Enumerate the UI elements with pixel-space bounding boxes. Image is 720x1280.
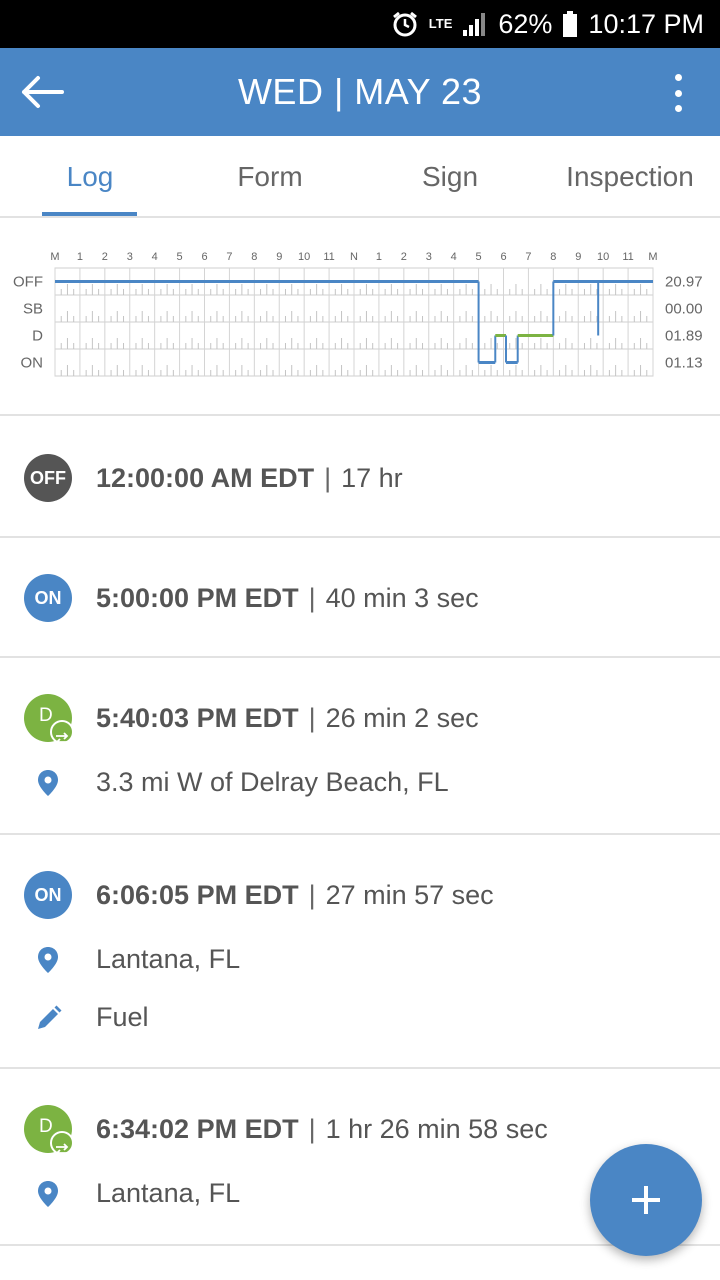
tab-sign[interactable]: Sign [421,161,479,192]
separator: | [308,583,316,613]
chart-tick-label: 4 [451,251,457,263]
signal-icon [462,12,488,36]
chart-tick-label: 1 [376,251,382,263]
tab-log[interactable]: Log [66,161,114,192]
add-event-button[interactable] [590,1144,702,1256]
log-entry[interactable]: ON 6:06:05 PM EDT | 27 min 57 sec Lantana,… [0,835,720,1069]
chart-tick-label: 8 [251,251,257,263]
log-entry-duration: 17 hr [341,463,403,493]
chart-tick-label: 2 [401,251,407,263]
driving-badge: D [24,1105,74,1157]
log-entry[interactable]: D 5:40:03 PM EDT | 26 min 2 sec 3.3 mi W o… [0,658,720,835]
clock: 10:17 PM [588,8,704,39]
chart-status-total: 01.13 [665,355,703,372]
chart-tick-label: 7 [525,251,531,263]
chart-tick-label: 6 [201,251,207,263]
log-entry-summary: 6:34:02 PM EDT | 1 hr 26 min 58 sec [96,1099,548,1159]
menu-dot [674,89,682,97]
tab-inspection[interactable]: Inspection [566,161,694,192]
log-entry-time: 5:00:00 PM EDT [96,583,299,613]
chart-tick-label: 3 [127,251,133,263]
log-entry-location: Lantana, FL [96,1178,241,1208]
chart-status-label: OFF [13,274,43,291]
chart-status-label: SB [23,301,43,318]
log-entry-time: 5:40:03 PM EDT [96,703,299,733]
map-pin-icon [38,947,58,973]
chart-tick-label: 3 [426,251,432,263]
chart-status-total: 00.00 [665,301,703,318]
network-type: LTE [428,16,453,31]
chart-tick-label: 10 [298,251,310,263]
log-entry-summary: 12:00:00 AM EDT | 17 hr [96,448,403,508]
plus-icon [632,1186,660,1214]
overflow-menu-button[interactable] [666,74,690,112]
separator: | [308,880,316,910]
chart-tick-label: 9 [276,251,282,263]
battery-percent: 62% [498,8,553,39]
chart-tick-label: 5 [177,251,183,263]
log-entry-summary: 5:00:00 PM EDT | 40 min 3 sec [96,568,479,628]
arrow-left-icon [22,76,64,108]
log-entry-location: Lantana, FL [96,944,241,974]
log-entry-time: 12:00:00 AM EDT [96,463,315,493]
tab-form[interactable]: Form [237,161,303,192]
chart-tick-label: N [350,251,358,263]
log-entry-note: Fuel [96,1002,149,1032]
on-duty-badge: ON [24,871,72,919]
status-bar: LTE 62% 10:17 PM [0,0,720,48]
log-entry-summary: 5:40:03 PM EDT | 26 min 2 sec [96,688,479,748]
separator: | [308,1114,316,1144]
app-bar: WED | MAY 23 [0,48,720,136]
sync-icon [50,1131,74,1157]
map-pin-icon [38,1181,58,1207]
log-entry-duration: 1 hr 26 min 58 sec [325,1114,548,1144]
chart-tick-label: M [50,251,59,263]
chart-tick-label: 4 [152,251,158,263]
menu-dot [674,105,682,112]
back-button[interactable] [20,70,68,114]
log-entry-time: 6:06:05 PM EDT [96,880,299,910]
duty-status-graph: M 1 2 3 4 5 6 7 8 9 10 11 N 1 2 3 4 5 6 7 8 9 10 11 M OFF SB D ON 20.… [0,220,720,416]
log-entry-location: 3.3 mi W of Delray Beach, FL [96,767,449,797]
log-entry-summary: 6:06:05 PM EDT | 27 min 57 sec [96,865,494,925]
chart-tick-label: 6 [500,251,506,263]
active-tab-indicator [42,212,137,216]
driving-badge: D [24,694,74,746]
chart-tick-label: M [648,251,657,263]
battery-icon [562,11,578,37]
separator: | [308,703,316,733]
pencil-icon [38,1005,62,1029]
chart-status-total: 01.89 [665,328,703,345]
duty-status-chart: M 1 2 3 4 5 6 7 8 9 10 11 N 1 2 3 4 5 6 7 8 9 10 11 M OFF SB D ON 20.… [13,251,703,377]
log-entry-time: 6:34:02 PM EDT [96,1114,299,1144]
page-title: WED | MAY 23 [237,71,483,112]
log-entry-duration: 27 min 57 sec [325,880,494,910]
chart-status-label: ON [21,355,44,372]
map-pin-icon [38,770,58,796]
log-entry-duration: 26 min 2 sec [325,703,479,733]
tab-bar: Log Form Sign Inspection [0,136,720,218]
more-vertical-icon [674,74,682,81]
log-entry[interactable]: ON 5:00:00 PM EDT | 40 min 3 sec [0,538,720,658]
on-duty-badge: ON [24,574,72,622]
chart-tick-label: 5 [476,251,482,263]
separator: | [324,463,332,493]
chart-status-total: 20.97 [665,274,703,291]
log-entry[interactable]: OFF 12:00:00 AM EDT | 17 hr [0,418,720,538]
chart-tick-label: 9 [575,251,581,263]
sync-icon [50,720,74,746]
chart-status-label: D [32,328,43,345]
driving-badge-letter: D [39,705,53,726]
chart-tick-label: 8 [550,251,556,263]
chart-tick-label: 11 [622,251,633,263]
chart-tick-label: 2 [102,251,108,263]
chart-tick-label: 11 [323,251,334,263]
log-entry-duration: 40 min 3 sec [325,583,479,613]
off-duty-badge: OFF [24,454,72,502]
chart-tick-label: 7 [226,251,232,263]
chart-tick-label: 1 [77,251,83,263]
alarm-icon [391,10,419,38]
chart-tick-label: 10 [597,251,609,263]
driving-badge-letter: D [39,1116,53,1137]
